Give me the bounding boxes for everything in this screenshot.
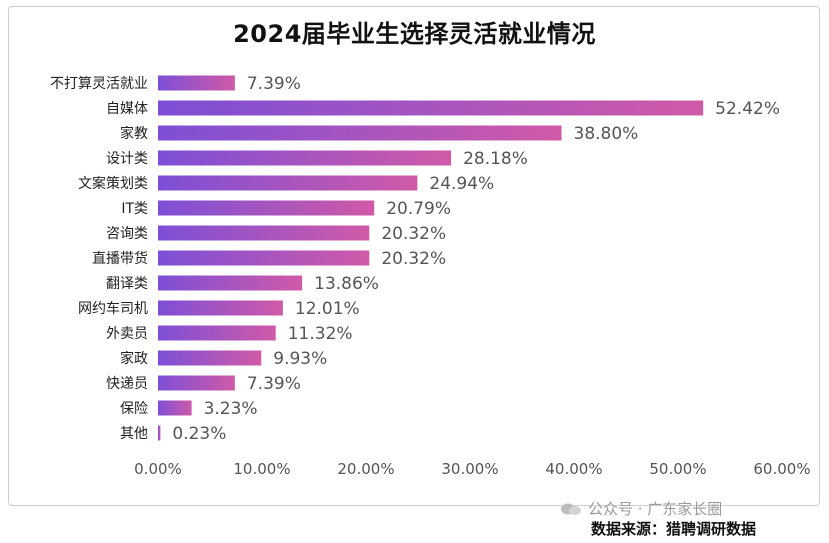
chart-frame [8, 6, 820, 506]
data-label: 38.80% [574, 124, 639, 144]
x-tick-label: 30.00% [441, 460, 498, 478]
bar [158, 400, 192, 416]
data-label: 9.93% [273, 349, 327, 369]
x-tick-label: 60.00% [753, 460, 810, 478]
category-label: 家政 [120, 350, 148, 367]
category-label: 外卖员 [106, 326, 148, 342]
bar [158, 125, 562, 141]
category-label: 文案策划类 [78, 175, 148, 192]
data-label: 13.86% [314, 274, 379, 294]
data-label: 12.01% [295, 299, 360, 319]
wechat-icon [561, 503, 581, 515]
data-source: 数据来源：猎聘调研数据 [591, 520, 757, 538]
x-tick-label: 40.00% [545, 460, 602, 478]
watermark: 公众号 · 广东家长圈 [560, 498, 722, 519]
data-label: 52.42% [715, 99, 780, 119]
category-label: 翻译类 [106, 276, 148, 292]
bar [158, 250, 370, 266]
category-label: 设计类 [106, 151, 148, 167]
x-tick-label: 10.00% [233, 460, 290, 478]
data-label: 3.23% [204, 399, 258, 419]
bar [158, 300, 283, 316]
bar [158, 375, 235, 391]
category-label: 其他 [120, 426, 148, 442]
data-label: 20.32% [381, 224, 446, 244]
data-label: 24.94% [429, 174, 494, 194]
x-tick-label: 20.00% [337, 460, 394, 478]
watermark-text: 公众号 · 广东家长圈 [588, 500, 723, 518]
category-label: 家教 [120, 125, 148, 142]
data-label: 7.39% [247, 374, 301, 394]
data-label: 20.79% [386, 199, 451, 219]
category-label: 咨询类 [106, 226, 148, 242]
category-label: 不打算灵活就业 [50, 75, 148, 92]
category-label: 保险 [120, 401, 148, 417]
data-label: 28.18% [463, 149, 528, 169]
category-label: 直播带货 [92, 250, 148, 267]
x-tick-label: 0.00% [134, 460, 182, 478]
data-label: 11.32% [288, 324, 353, 344]
bar [158, 150, 452, 166]
bar [158, 350, 262, 366]
chart-title: 2024届毕业生选择灵活就业情况 [233, 20, 596, 48]
category-label: 网约车司机 [78, 300, 148, 317]
data-label: 0.23% [172, 424, 226, 444]
bar [158, 225, 370, 241]
category-label: 自媒体 [106, 101, 148, 117]
bar [158, 75, 235, 91]
data-label: 7.39% [247, 74, 301, 94]
bar [158, 100, 704, 116]
category-label: IT类 [121, 201, 148, 217]
bar [158, 175, 418, 191]
bar [158, 275, 303, 291]
bar [158, 200, 375, 216]
bar [158, 425, 161, 441]
category-label: 快递员 [106, 376, 148, 392]
x-tick-label: 50.00% [649, 460, 706, 478]
data-label: 20.32% [381, 249, 446, 269]
bar [158, 325, 276, 341]
